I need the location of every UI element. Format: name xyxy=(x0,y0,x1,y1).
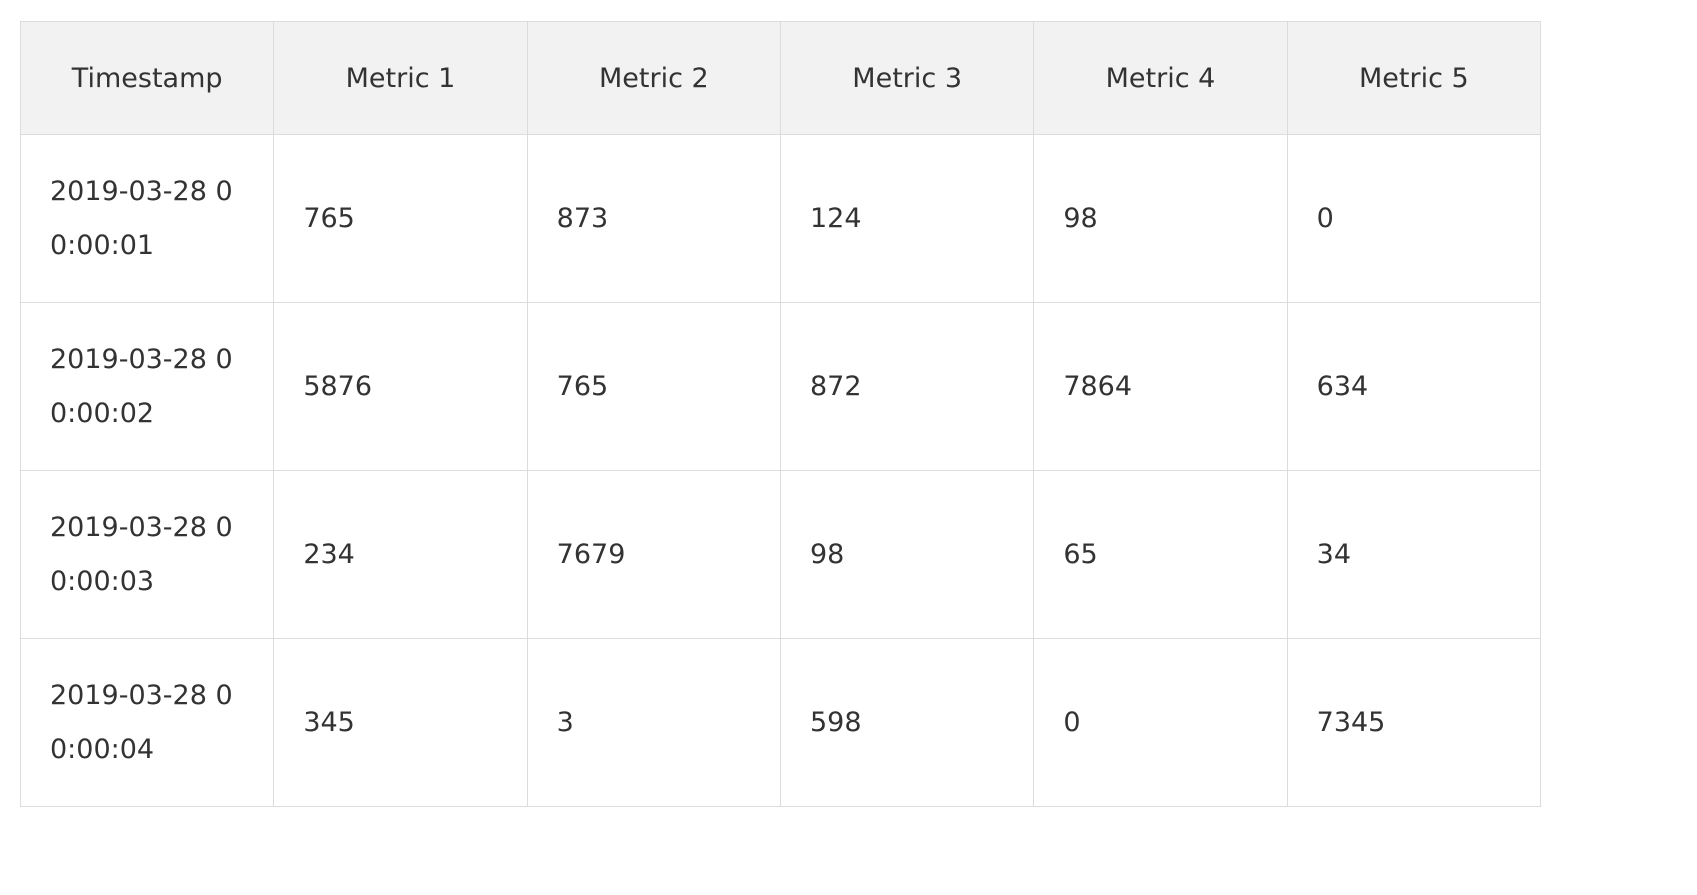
metric-1-cell: 765 xyxy=(273,134,528,303)
header-timestamp: Timestamp xyxy=(19,21,275,135)
header-row: Timestamp Metric 1 Metric 2 Metric 3 Met… xyxy=(19,21,1542,135)
header-metric-2: Metric 2 xyxy=(526,21,781,135)
timestamp-line: 2019-03-28 0 xyxy=(50,511,233,543)
table-header: Timestamp Metric 1 Metric 2 Metric 3 Met… xyxy=(19,21,1542,135)
timestamp-line: 0:00:02 xyxy=(50,397,155,429)
metric-3-cell: 98 xyxy=(779,470,1035,639)
timestamp-cell: 2019-03-28 0 0:00:03 xyxy=(19,470,275,639)
metric-1-cell: 5876 xyxy=(273,302,528,471)
metric-2-cell: 765 xyxy=(526,302,781,471)
header-metric-4: Metric 4 xyxy=(1033,21,1288,135)
table-row: 2019-03-28 0 0:00:02 5876 765 872 7864 6… xyxy=(19,302,1542,471)
metric-5-cell: 34 xyxy=(1286,470,1542,639)
table-row: 2019-03-28 0 0:00:04 345 3 598 0 7345 xyxy=(19,638,1542,807)
metric-2-cell: 873 xyxy=(526,134,781,303)
metric-4-cell: 65 xyxy=(1033,470,1288,639)
metric-4-cell: 0 xyxy=(1033,638,1288,807)
metric-5-cell: 0 xyxy=(1286,134,1542,303)
metric-3-cell: 124 xyxy=(779,134,1035,303)
metric-1-cell: 345 xyxy=(273,638,528,807)
timestamp-line: 2019-03-28 0 xyxy=(50,343,233,375)
metric-4-cell: 98 xyxy=(1033,134,1288,303)
timestamp-cell: 2019-03-28 0 0:00:01 xyxy=(19,134,275,303)
header-metric-1: Metric 1 xyxy=(273,21,528,135)
metric-3-cell: 872 xyxy=(779,302,1035,471)
metric-3-cell: 598 xyxy=(779,638,1035,807)
table-row: 2019-03-28 0 0:00:01 765 873 124 98 0 xyxy=(19,134,1542,303)
timestamp-line: 2019-03-28 0 xyxy=(50,175,233,207)
timestamp-line: 0:00:01 xyxy=(50,229,155,261)
metric-5-cell: 634 xyxy=(1286,302,1542,471)
metrics-table: Timestamp Metric 1 Metric 2 Metric 3 Met… xyxy=(19,21,1542,807)
table-row: 2019-03-28 0 0:00:03 234 7679 98 65 34 xyxy=(19,470,1542,639)
metric-5-cell: 7345 xyxy=(1286,638,1542,807)
metric-2-cell: 3 xyxy=(526,638,781,807)
timestamp-cell: 2019-03-28 0 0:00:04 xyxy=(19,638,275,807)
timestamp-line: 2019-03-28 0 xyxy=(50,679,233,711)
header-metric-5: Metric 5 xyxy=(1286,21,1542,135)
metric-1-cell: 234 xyxy=(273,470,528,639)
timestamp-cell: 2019-03-28 0 0:00:02 xyxy=(19,302,275,471)
metric-2-cell: 7679 xyxy=(526,470,781,639)
header-metric-3: Metric 3 xyxy=(779,21,1035,135)
timestamp-line: 0:00:03 xyxy=(50,565,155,597)
timestamp-line: 0:00:04 xyxy=(50,733,155,765)
table-body: 2019-03-28 0 0:00:01 765 873 124 98 0 20… xyxy=(19,134,1542,807)
metric-4-cell: 7864 xyxy=(1033,302,1288,471)
